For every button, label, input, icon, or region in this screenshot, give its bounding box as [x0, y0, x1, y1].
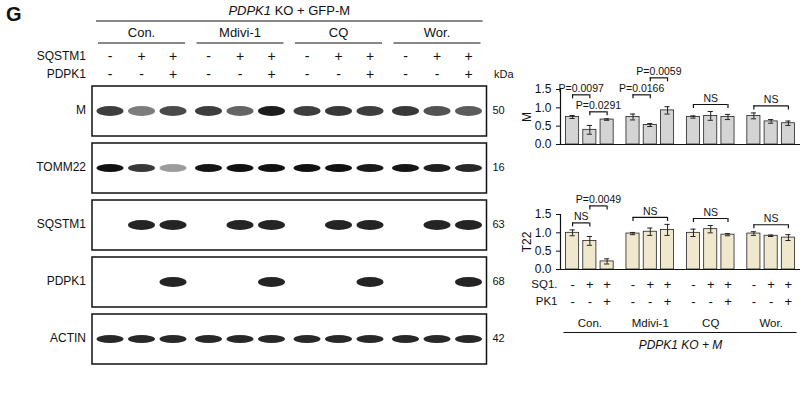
svg-text:-: -: [305, 66, 310, 82]
svg-text:NS: NS: [643, 205, 658, 217]
svg-text:G: G: [6, 3, 22, 25]
svg-text:P=0.0059: P=0.0059: [636, 65, 681, 77]
svg-text:-: -: [752, 294, 756, 309]
svg-text:-: -: [631, 277, 635, 292]
svg-text:M: M: [76, 103, 86, 117]
svg-text:+: +: [664, 277, 672, 292]
svg-text:0.0: 0.0: [535, 262, 552, 276]
svg-text:-: -: [238, 66, 243, 82]
svg-text:+: +: [646, 277, 654, 292]
svg-text:-: -: [752, 277, 756, 292]
svg-text:-: -: [403, 66, 408, 82]
svg-text:NS: NS: [574, 210, 589, 222]
svg-text:Con.: Con.: [578, 317, 602, 329]
svg-text:+: +: [236, 48, 244, 64]
svg-text:1.5: 1.5: [535, 207, 552, 221]
svg-text:42: 42: [493, 332, 505, 344]
svg-text:SQ1.: SQ1.: [531, 278, 557, 290]
svg-text:-: -: [570, 294, 574, 309]
svg-text:16: 16: [493, 161, 505, 173]
svg-text:Wor.: Wor.: [424, 25, 451, 40]
svg-text:P=0.0166: P=0.0166: [619, 82, 664, 94]
svg-text:0.0: 0.0: [535, 137, 552, 151]
svg-text:Mdivi-1: Mdivi-1: [632, 317, 669, 329]
svg-text:CQ: CQ: [329, 25, 349, 40]
svg-text:-: -: [570, 277, 574, 292]
svg-text:+: +: [169, 48, 177, 64]
svg-text:+: +: [366, 66, 374, 82]
svg-text:-: -: [691, 294, 695, 309]
svg-text:SQSTM1: SQSTM1: [37, 49, 87, 63]
svg-text:+: +: [603, 277, 611, 292]
svg-text:M: M: [520, 112, 534, 122]
svg-text:+: +: [724, 277, 732, 292]
svg-text:+: +: [267, 66, 275, 82]
svg-text:-: -: [769, 294, 773, 309]
svg-text:+: +: [334, 48, 342, 64]
svg-text:kDa: kDa: [494, 68, 514, 80]
svg-text:-: -: [588, 294, 592, 309]
svg-text:+: +: [664, 294, 672, 309]
svg-text:CQ: CQ: [702, 317, 719, 329]
svg-text:-: -: [206, 48, 211, 64]
svg-text:Con.: Con.: [128, 25, 155, 40]
svg-text:-: -: [108, 66, 113, 82]
svg-text:SQSTM1: SQSTM1: [37, 217, 87, 231]
svg-text:+: +: [169, 66, 177, 82]
svg-text:+: +: [464, 66, 472, 82]
svg-text:0.5: 0.5: [535, 244, 552, 258]
svg-text:+: +: [433, 48, 441, 64]
svg-text:+: +: [586, 277, 594, 292]
svg-text:NS: NS: [764, 212, 779, 224]
svg-text:-: -: [139, 66, 144, 82]
svg-text:-: -: [206, 66, 211, 82]
svg-text:NS: NS: [764, 93, 779, 105]
svg-text:P=0.0291: P=0.0291: [576, 99, 621, 111]
svg-text:50: 50: [493, 104, 505, 116]
svg-text:+: +: [137, 48, 145, 64]
svg-text:TOMM22: TOMM22: [36, 160, 86, 174]
svg-text:T22: T22: [520, 231, 534, 252]
svg-text:+: +: [366, 48, 374, 64]
svg-text:+: +: [767, 277, 775, 292]
svg-text:-: -: [305, 48, 310, 64]
svg-text:P=0.0097: P=0.0097: [559, 82, 604, 94]
svg-text:+: +: [785, 294, 793, 309]
svg-text:1.0: 1.0: [535, 101, 552, 115]
svg-text:63: 63: [493, 218, 505, 230]
svg-text:1.5: 1.5: [535, 82, 552, 96]
svg-text:NS: NS: [703, 92, 718, 104]
svg-text:1.0: 1.0: [535, 226, 552, 240]
svg-text:-: -: [435, 66, 440, 82]
svg-text:-: -: [648, 294, 652, 309]
svg-text:68: 68: [493, 275, 505, 287]
svg-text:ACTIN: ACTIN: [50, 331, 86, 345]
svg-text:-: -: [108, 48, 113, 64]
svg-text:-: -: [631, 294, 635, 309]
svg-text:Wor.: Wor.: [759, 317, 782, 329]
svg-text:-: -: [709, 294, 713, 309]
svg-text:+: +: [464, 48, 472, 64]
svg-text:0.5: 0.5: [535, 119, 552, 133]
svg-text:P=0.0049: P=0.0049: [576, 193, 621, 205]
svg-text:PDPK1 KO + GFP-M: PDPK1 KO + GFP-M: [228, 3, 350, 18]
svg-text:-: -: [336, 66, 341, 82]
svg-text:+: +: [603, 294, 611, 309]
svg-text:-: -: [403, 48, 408, 64]
svg-text:PDPK1: PDPK1: [47, 67, 87, 81]
svg-text:Mdivi-1: Mdivi-1: [219, 25, 261, 40]
svg-text:PK1: PK1: [536, 295, 558, 307]
svg-text:+: +: [707, 277, 715, 292]
svg-text:NS: NS: [703, 206, 718, 218]
svg-text:+: +: [724, 294, 732, 309]
svg-text:PDPK1 KO + M: PDPK1 KO + M: [639, 338, 723, 352]
svg-text:+: +: [785, 277, 793, 292]
svg-text:+: +: [267, 48, 275, 64]
svg-text:PDPK1: PDPK1: [47, 274, 87, 288]
svg-text:-: -: [691, 277, 695, 292]
